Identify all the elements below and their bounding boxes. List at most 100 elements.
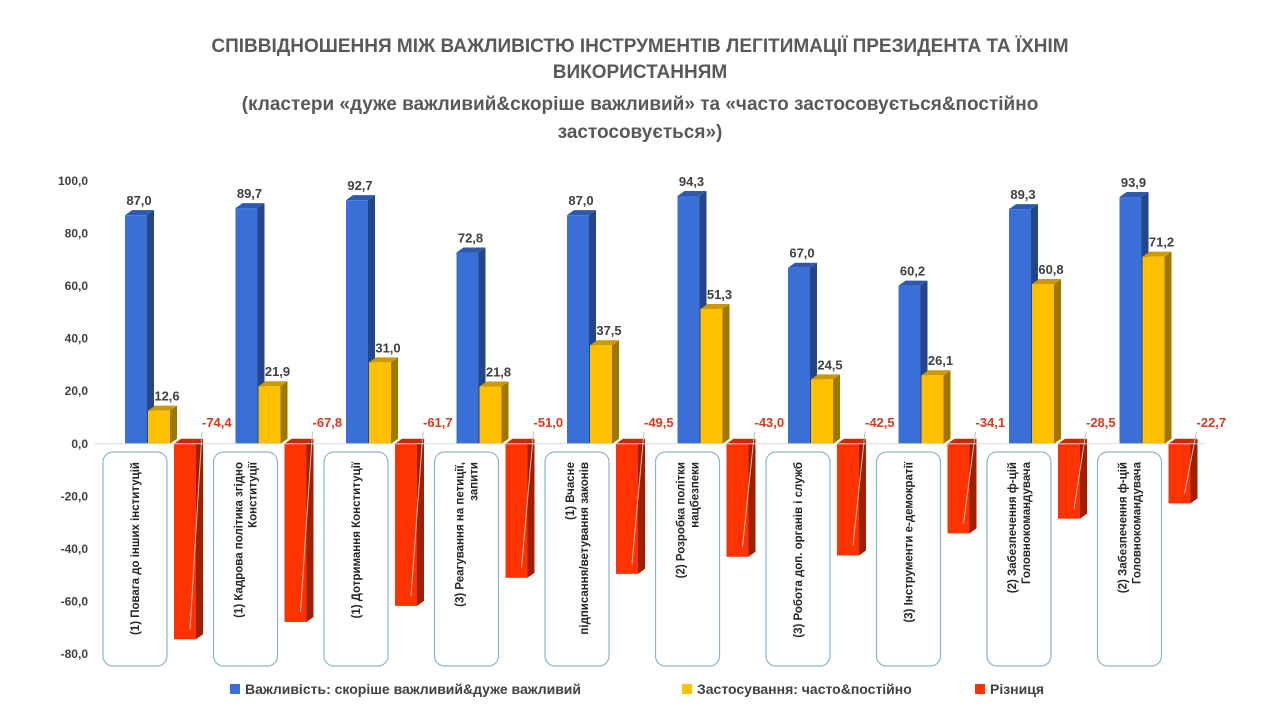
category-label-box: (2) Забезпечення ф-цій Головнокомандувача [1096, 451, 1163, 667]
legend-item: Різниця [975, 681, 1044, 697]
data-label-importance: 72,8 [458, 230, 483, 245]
category-label: (3) Робота доп. органів і служб [793, 462, 805, 638]
category-label: (1) Повага до інших інституцій [130, 462, 142, 635]
leader-line [963, 431, 976, 524]
chart-title: СПІВВІДНОШЕННЯ МІЖ ВАЖЛИВІСТЮ ІНСТРУМЕНТ… [211, 36, 1068, 143]
leader-line [1184, 431, 1197, 494]
data-label-importance: 87,0 [568, 193, 593, 208]
category-label: (2) Розробка політки [676, 462, 688, 578]
legend-label: Важливість: скоріше важливий&дуже важлив… [245, 681, 581, 697]
y-tick-label: 80,0 [65, 227, 89, 241]
category-label: (3) Реагування на петиції, [455, 462, 467, 607]
data-label-difference: -34,1 [976, 415, 1006, 430]
y-tick-label: 100,0 [58, 174, 88, 188]
data-label-difference: -49,5 [644, 415, 674, 430]
bar-usage [258, 381, 288, 444]
legend-label: Застосування: часто&постійно [697, 681, 912, 697]
data-label-usage: 60,8 [1038, 262, 1063, 277]
category-label: нацбезпеки [690, 462, 702, 528]
data-label-usage: 24,5 [817, 357, 842, 372]
bar-difference [947, 438, 977, 534]
data-label-importance: 67,0 [789, 246, 814, 261]
leader-line [852, 431, 866, 546]
y-tick-label: 20,0 [65, 384, 89, 398]
legend-swatch [975, 684, 985, 694]
leader-line [1073, 431, 1087, 509]
y-tick-label: -80,0 [61, 647, 89, 661]
bar-usage [479, 381, 509, 444]
chart-title-line: ВИКОРИСТАННЯМ [553, 62, 727, 83]
data-label-importance: 93,9 [1121, 175, 1146, 190]
category-label-box: (1) Вчасне підписання/ветування законів [544, 451, 610, 667]
bar-difference [616, 438, 645, 574]
category-label: (2) Забезпечення ф-цій [1118, 462, 1130, 593]
category-label: Головнокомандувача [1021, 461, 1033, 584]
data-label-importance: 89,3 [1010, 187, 1035, 202]
y-tick-label: -40,0 [61, 542, 89, 556]
data-label-importance: 60,2 [900, 264, 925, 279]
data-label-usage: 37,5 [596, 323, 621, 338]
leader-line [189, 431, 203, 630]
bar-usage [1032, 279, 1061, 444]
category-label: підписання/ветування законів [579, 462, 591, 635]
legend-swatch [230, 684, 240, 694]
data-label-usage: 26,1 [928, 353, 953, 368]
data-label-importance: 94,3 [679, 174, 704, 189]
data-label-difference: -28,5 [1086, 415, 1116, 430]
data-label-usage: 21,8 [486, 364, 511, 379]
bar-usage [148, 405, 177, 444]
data-label-difference: -43,0 [755, 415, 785, 430]
chart-title-line: СПІВВІДНОШЕННЯ МІЖ ВАЖЛИВІСТЮ ІНСТРУМЕНТ… [211, 36, 1068, 57]
category-label: (2) Забезпечення ф-цій [1007, 462, 1019, 593]
data-label-difference: -67,8 [313, 415, 343, 430]
bar-usage [921, 370, 951, 444]
bar-difference [837, 438, 866, 556]
legend-swatch [682, 684, 692, 694]
bar-importance [235, 203, 265, 444]
data-label-difference: -42,5 [865, 415, 895, 430]
category-label-box: (3) Робота доп. органів і служб [765, 451, 831, 667]
leader-line [521, 431, 534, 568]
data-label-usage: 71,2 [1149, 235, 1174, 250]
legend-item: Застосування: часто&постійно [682, 681, 912, 697]
category-label: Головнокомандувача [1132, 461, 1144, 584]
category-label-box: (3) Інструменти е-демократії [875, 451, 942, 667]
bar-usage [811, 374, 840, 444]
category-label: (1) Дотримання Конституції [351, 461, 363, 618]
bar-difference [505, 438, 535, 578]
bar-usage [590, 340, 619, 444]
category-labels: (1) Повага до інших інституцій (1) Кадров… [102, 451, 1163, 667]
category-label-box: (3) Реагування на петиції, запити [433, 451, 500, 667]
y-tick-label: 0,0 [71, 437, 88, 451]
chart-title-line: (кластери «дуже важливий&скоріше важливи… [242, 94, 1039, 115]
bar-difference [395, 438, 424, 606]
data-label-difference: -74,4 [202, 415, 232, 430]
category-label: (3) Інструменти е-демократії [904, 461, 916, 622]
leader-line [300, 431, 313, 612]
data-label-usage: 31,0 [375, 340, 400, 355]
y-tick-label: -60,0 [61, 594, 89, 608]
bar-difference [726, 438, 756, 557]
data-label-usage: 51,3 [707, 287, 732, 302]
bar-usage [369, 357, 398, 444]
y-axis: -80,0 -60,0 -40,0 -20,0 0,0 20,0 40,0 60,0 80,0 1… [58, 174, 88, 661]
category-label: (1) Вчасне [565, 462, 577, 520]
category-label-box: (2) Забезпечення ф-цій Головнокомандувача [986, 451, 1052, 667]
legend: Важливість: скоріше важливий&дуже важлив… [230, 681, 1044, 697]
y-tick-label: -20,0 [61, 489, 89, 503]
data-label-importance: 87,0 [126, 193, 151, 208]
data-label-usage: 21,9 [265, 364, 290, 379]
y-tick-label: 60,0 [65, 279, 89, 293]
legend-label: Різниця [990, 681, 1044, 697]
bar-difference [284, 438, 314, 622]
category-label: (1) Кадрова політика згідно [234, 462, 246, 618]
leader-line [410, 431, 424, 596]
data-label-difference: -51,0 [534, 415, 564, 430]
chart-title-line: застосовується») [558, 122, 723, 143]
leader-line [742, 431, 755, 547]
data-label-importance: 89,7 [237, 186, 262, 201]
category-label-box: (1) Повага до інших інституцій [102, 451, 168, 667]
bar-usage [1142, 251, 1172, 444]
data-label-importance: 92,7 [347, 178, 372, 193]
